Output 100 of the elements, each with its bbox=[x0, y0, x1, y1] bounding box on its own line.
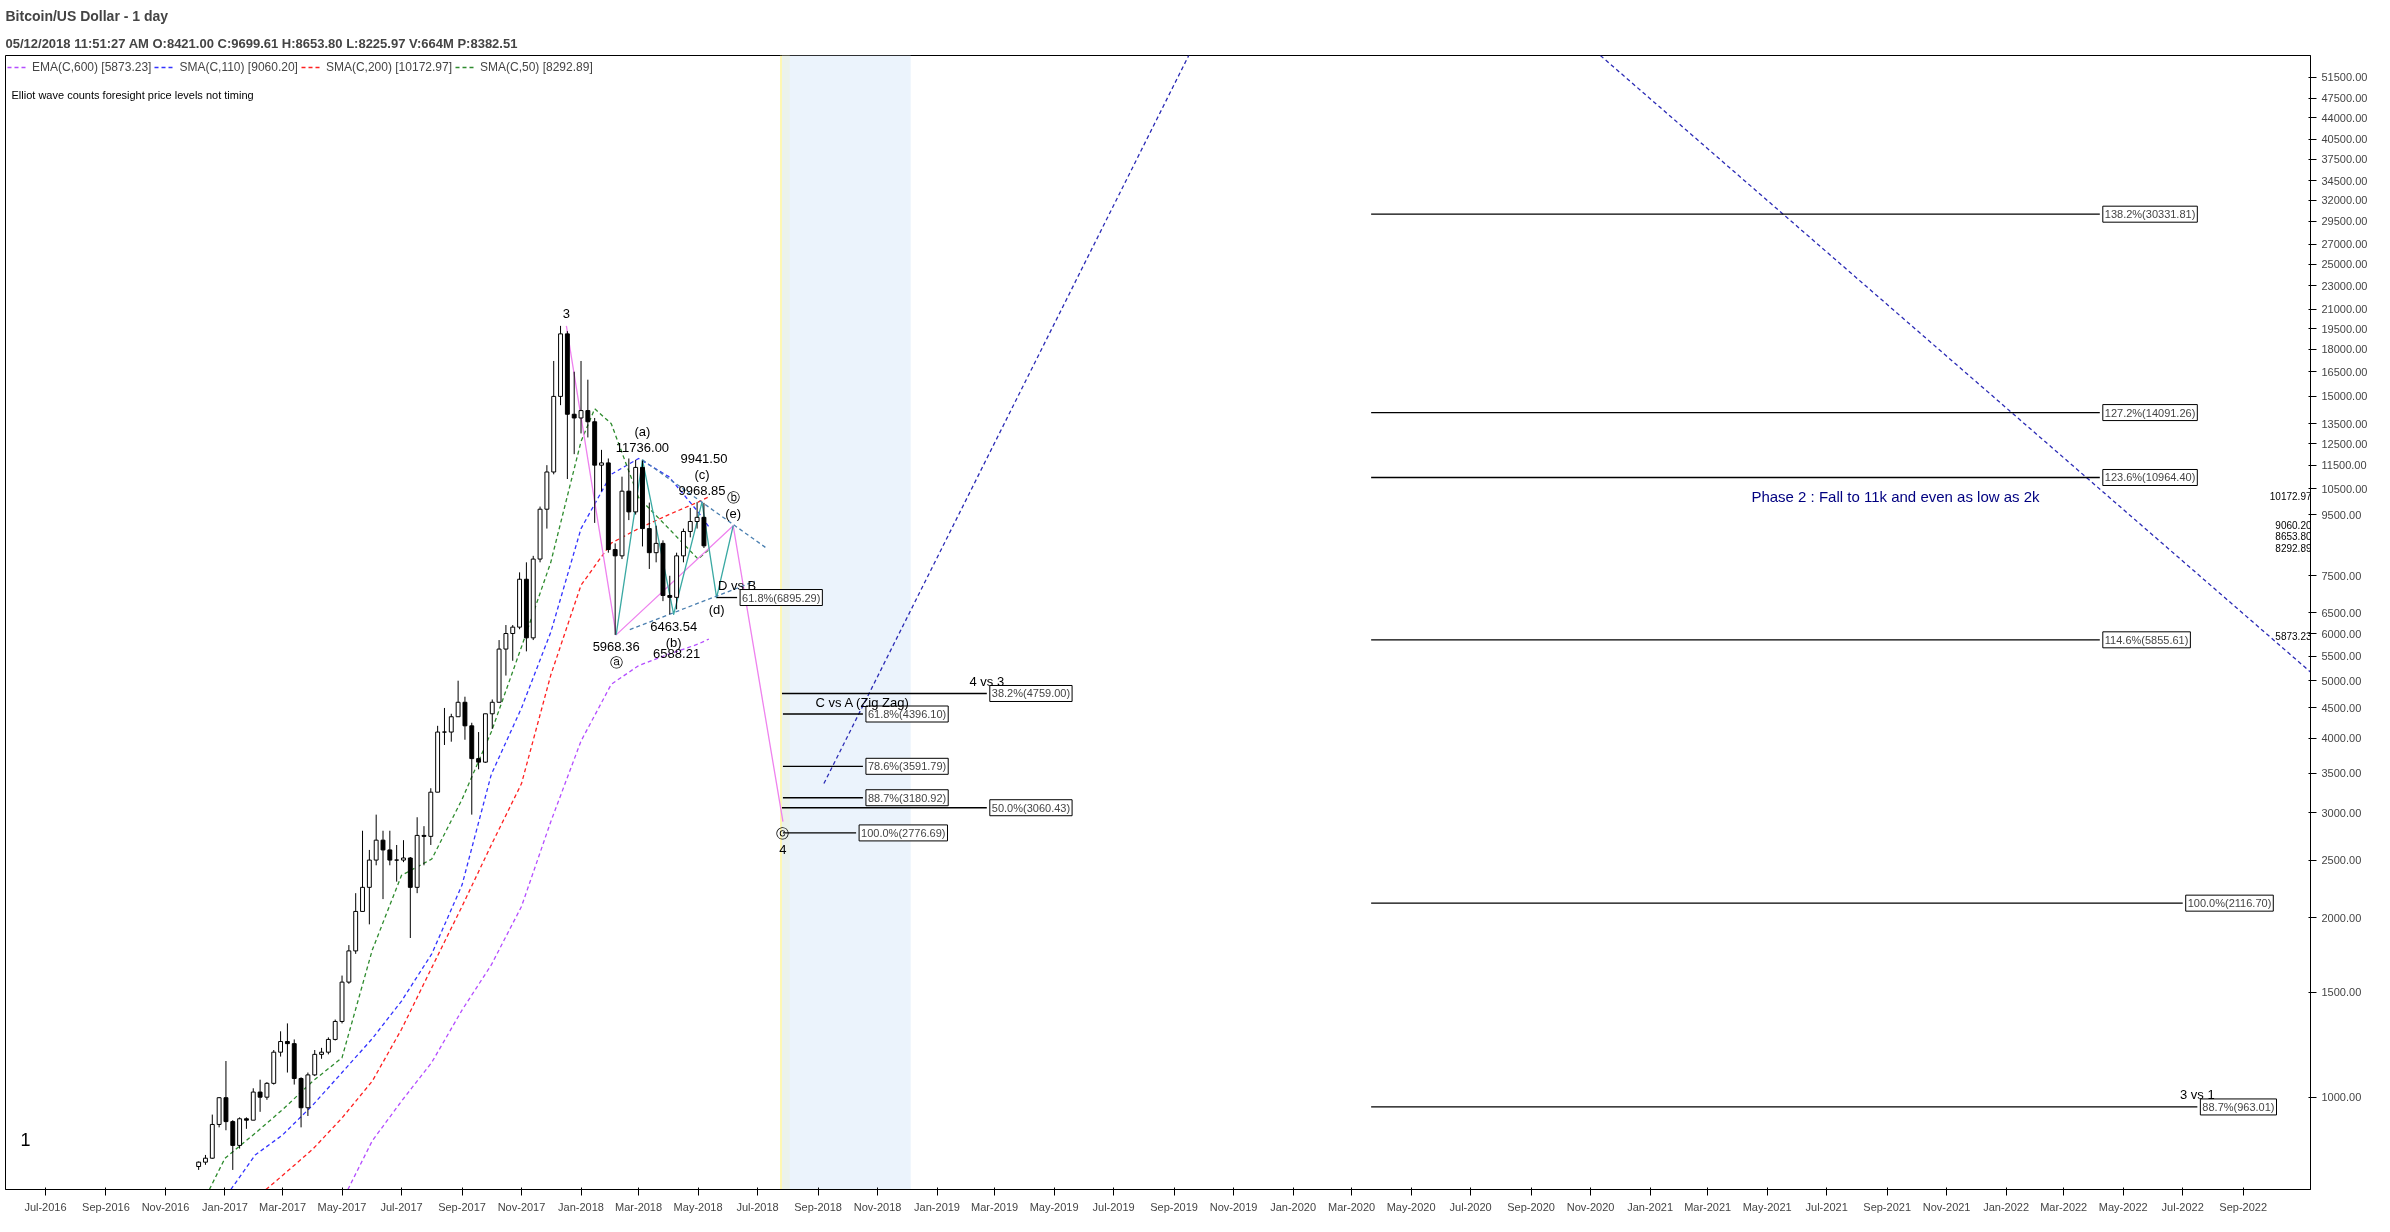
x-tick-label: Nov-2019 bbox=[1209, 1200, 1258, 1213]
y-tick-label: 3000.00 bbox=[2321, 806, 2362, 819]
data-label: 61.8%(4396.10) bbox=[867, 708, 947, 721]
candlestick bbox=[448, 713, 454, 743]
x-tick-label: May-2020 bbox=[1386, 1200, 1436, 1213]
legend-label: EMA(C,600) [5873.23] bbox=[32, 60, 152, 74]
legend-label: SMA(C,200) [10172.97] bbox=[325, 60, 452, 74]
y-tick-label: 16500.00 bbox=[2321, 365, 2368, 378]
chart-title: Bitcoin/US Dollar - 1 day bbox=[5, 7, 169, 24]
legend-label: SMA(C,110) [9060.20] bbox=[179, 60, 298, 74]
annotation: 3 bbox=[562, 306, 571, 322]
data-label: 100.0%(2776.69) bbox=[861, 826, 946, 839]
annotation: (d) bbox=[708, 602, 725, 618]
x-tick-label: Sep-2020 bbox=[1507, 1200, 1555, 1213]
x-tick-label: Mar-2020 bbox=[1328, 1200, 1376, 1213]
annotation: Elliot wave counts foresight price levels not timing bbox=[11, 88, 254, 101]
x-tick-label: Mar-2017 bbox=[258, 1200, 307, 1213]
x-tick-label: May-2017 bbox=[317, 1200, 367, 1213]
x-tick-label: Nov-2018 bbox=[853, 1200, 902, 1213]
y-tick-label: 5000.00 bbox=[2321, 674, 2362, 687]
candlestick bbox=[394, 844, 400, 883]
x-tick-label: Jan-2022 bbox=[1983, 1200, 2030, 1213]
y-tick-label: 11500.00 bbox=[2321, 459, 2367, 472]
y-tick-label: 4500.00 bbox=[2321, 701, 2362, 714]
annotation: (c) bbox=[694, 466, 710, 482]
y-tick-label: 15000.00 bbox=[2321, 390, 2368, 403]
x-tick-label: Sep-2022 bbox=[2219, 1200, 2268, 1213]
candlestick bbox=[312, 1049, 318, 1077]
data-label: 127.2%(14091.26) bbox=[2104, 406, 2196, 419]
x-tick-label: Jul-2020 bbox=[1449, 1200, 1492, 1213]
data-label: 123.6%(10964.40) bbox=[2104, 471, 2196, 484]
data-label: 138.2%(30331.81) bbox=[2104, 208, 2196, 221]
y-tick-label: 1000.00 bbox=[2321, 1091, 2362, 1104]
y-tick-label: 19500.00 bbox=[2321, 322, 2368, 335]
x-tick-label: May-2018 bbox=[673, 1200, 723, 1213]
y-tick-label: 23000.00 bbox=[2321, 279, 2368, 292]
x-tick-label: Nov-2020 bbox=[1566, 1200, 1615, 1213]
annotation: (a) bbox=[634, 424, 651, 440]
x-tick-label: Sep-2019 bbox=[1150, 1200, 1198, 1213]
y-tick-label: 10500.00 bbox=[2321, 482, 2368, 495]
legend-label: SMA(C,50) [8292.89] bbox=[480, 60, 593, 74]
y-tick-label: 34500.00 bbox=[2321, 174, 2368, 187]
x-tick-label: Jul-2022 bbox=[2161, 1200, 2204, 1213]
y-tick-label: 21000.00 bbox=[2321, 303, 2368, 316]
annotation: C vs A (Zig Zag) bbox=[815, 694, 909, 710]
data-label: 38.2%(4759.00) bbox=[991, 687, 1071, 700]
y-tick-label: 7500.00 bbox=[2321, 569, 2362, 582]
annotation: ⓒ bbox=[776, 826, 790, 842]
candlestick bbox=[489, 698, 495, 730]
x-tick-label: Jan-2017 bbox=[202, 1200, 248, 1213]
annotation: 4 bbox=[779, 842, 787, 858]
x-tick-label: Mar-2018 bbox=[615, 1200, 663, 1213]
chart-subtitle: 05/12/2018 11:51:27 AM O:8421.00 C:9699.61 H:8653.80 L:8225.97 V:664M P:8382.51 bbox=[5, 35, 518, 51]
y-tick-label: 51500.00 bbox=[2321, 71, 2368, 84]
annotation: 10172.97 bbox=[2269, 490, 2312, 502]
x-tick-label: Jan-2018 bbox=[558, 1200, 604, 1213]
y-tick-label: 47500.00 bbox=[2321, 92, 2368, 105]
candlestick bbox=[503, 624, 509, 677]
annotation: 5968.36 bbox=[592, 639, 640, 655]
x-tick-label: Sep-2021 bbox=[1863, 1200, 1912, 1213]
annotation: 9941.50 bbox=[680, 451, 728, 467]
y-tick-label: 13500.00 bbox=[2321, 417, 2368, 430]
x-tick-label: May-2019 bbox=[1029, 1200, 1079, 1213]
annotation: ⓑ bbox=[726, 490, 740, 506]
data-label: 61.8%(6895.29) bbox=[742, 591, 821, 604]
annotation: ⓐ bbox=[609, 655, 623, 671]
x-tick-label: Sep-2016 bbox=[82, 1200, 130, 1213]
y-tick-label: 37500.00 bbox=[2321, 153, 2368, 166]
annotation: 9968.85 bbox=[678, 482, 726, 498]
y-tick-label: 9500.00 bbox=[2321, 508, 2362, 521]
x-tick-label: Jan-2019 bbox=[914, 1200, 960, 1213]
annotation: (e) bbox=[725, 506, 742, 522]
x-tick-label: Nov-2016 bbox=[141, 1200, 190, 1213]
data-label: 114.6%(5855.61) bbox=[2104, 633, 2189, 646]
x-tick-label: Mar-2021 bbox=[1684, 1200, 1732, 1213]
y-tick-label: 18000.00 bbox=[2321, 343, 2368, 356]
y-tick-label: 27000.00 bbox=[2321, 238, 2368, 251]
y-tick-label: 29500.00 bbox=[2321, 215, 2368, 228]
x-tick-label: May-2022 bbox=[2098, 1200, 2148, 1213]
data-label: 50.0%(3060.43) bbox=[991, 801, 1071, 814]
annotation: 1 bbox=[20, 1130, 31, 1150]
x-tick-label: Mar-2022 bbox=[2040, 1200, 2088, 1213]
y-tick-label: 3500.00 bbox=[2321, 767, 2362, 779]
y-tick-label: 12500.00 bbox=[2321, 437, 2368, 450]
x-tick-label: Jul-2021 bbox=[1805, 1200, 1848, 1213]
y-tick-label: 4000.00 bbox=[2321, 732, 2362, 745]
x-tick-label: Jan-2021 bbox=[1627, 1200, 1674, 1213]
x-tick-label: Jul-2019 bbox=[1092, 1200, 1135, 1213]
x-tick-label: Jul-2016 bbox=[24, 1200, 67, 1213]
y-tick-label: 1500.00 bbox=[2321, 986, 2362, 999]
x-tick-label: May-2021 bbox=[1742, 1200, 1792, 1213]
y-tick-label: 44000.00 bbox=[2321, 111, 2368, 124]
candlestick bbox=[278, 1030, 284, 1058]
x-tick-label: Jul-2018 bbox=[736, 1200, 779, 1213]
x-tick-label: Mar-2019 bbox=[971, 1200, 1019, 1213]
x-tick-label: Sep-2018 bbox=[794, 1200, 842, 1213]
data-label: 88.7%(3180.92) bbox=[867, 791, 947, 804]
y-tick-label: 2000.00 bbox=[2321, 911, 2362, 924]
data-label: 78.6%(3591.79) bbox=[867, 760, 947, 773]
candlestick bbox=[476, 731, 482, 770]
